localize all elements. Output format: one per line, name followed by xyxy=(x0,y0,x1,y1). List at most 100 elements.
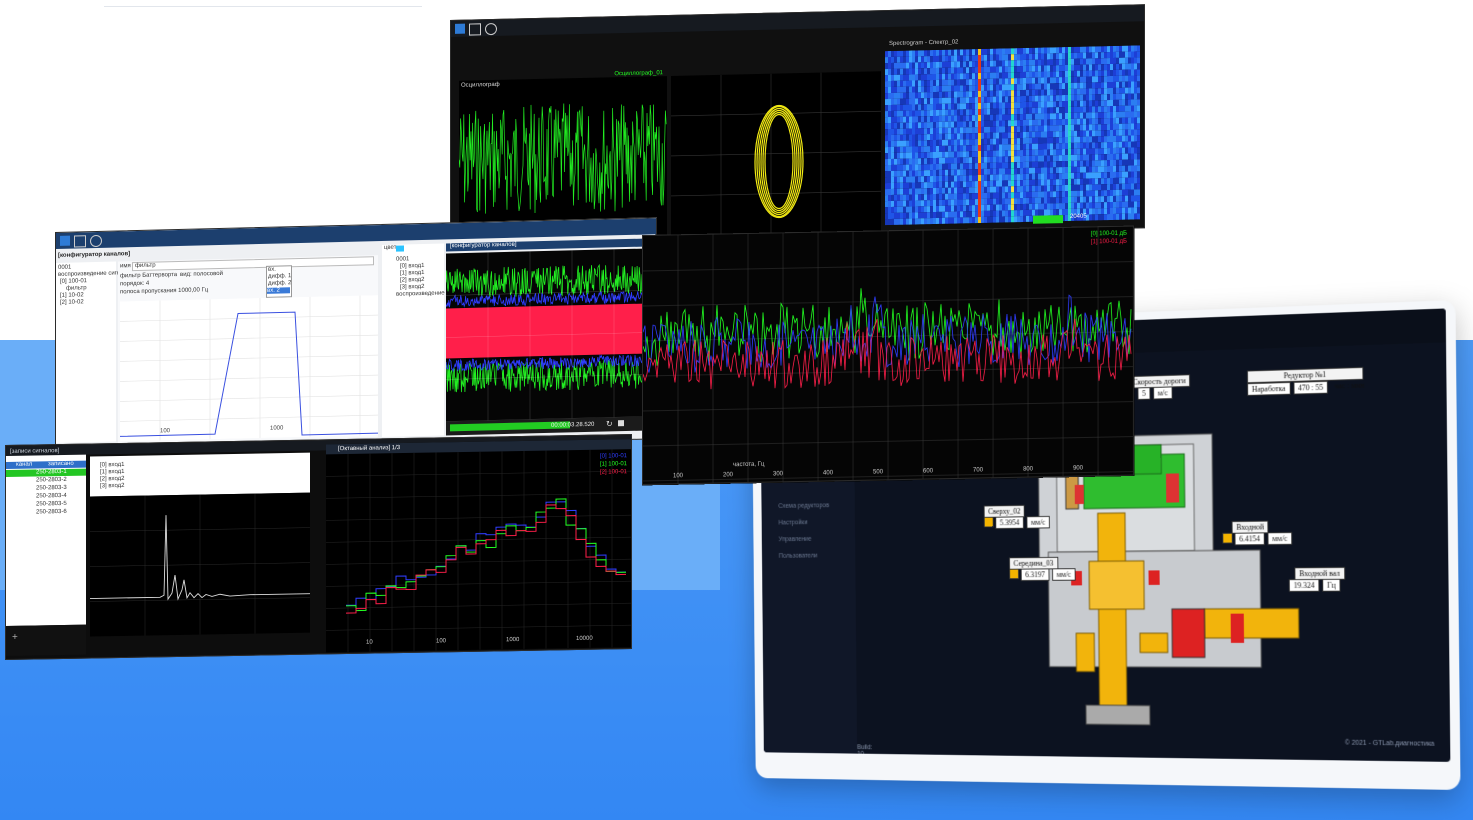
spectrogram-cell xyxy=(960,199,963,205)
dropdown-option[interactable]: вх. xyxy=(268,267,276,273)
tree-item[interactable]: [1] вход1 xyxy=(400,270,425,277)
playback-plot xyxy=(446,248,656,423)
check-item[interactable]: [3] вход2 xyxy=(100,483,125,489)
dropdown-option-selected[interactable]: вх. 2 xyxy=(267,287,290,294)
app-icon[interactable] xyxy=(455,24,465,34)
settings-icon[interactable] xyxy=(90,235,102,247)
spectrogram-cell xyxy=(1014,132,1017,138)
spectrogram-cell xyxy=(900,195,903,201)
spectrogram-cell xyxy=(915,206,918,212)
spectrogram-cell xyxy=(1116,166,1119,172)
tree-item[interactable]: [2] вход2 xyxy=(400,277,425,284)
check-item[interactable]: [1] вход1 xyxy=(100,469,125,475)
input-dropdown[interactable]: вх. дифф. 1 дифф. 2 вх. 2 xyxy=(266,265,292,298)
spectrogram-cell xyxy=(948,74,951,80)
spectrogram-cell xyxy=(1098,172,1101,178)
spectrogram-cell xyxy=(1137,87,1140,93)
spectrogram-cell xyxy=(942,164,945,170)
spectrogram-cell xyxy=(906,219,909,225)
spectrogram-cell xyxy=(1131,189,1134,195)
spectrogram-cell xyxy=(1068,59,1071,65)
spectrogram-cell xyxy=(900,57,903,63)
spectrogram-cell xyxy=(1131,81,1134,87)
spectrogram-cell xyxy=(924,110,927,116)
tree-item[interactable]: [2] 10-02 xyxy=(60,299,84,306)
spectrogram-cell xyxy=(1014,216,1017,222)
frequency-field[interactable]: полоса пропускания 1000,00 Гц xyxy=(120,287,208,295)
spectrogram-cell xyxy=(1059,155,1062,161)
save-icon[interactable] xyxy=(469,23,481,35)
order-field[interactable]: порядок: 4 xyxy=(120,281,149,288)
spectrogram-cell xyxy=(906,69,909,75)
tree-item[interactable]: 0001 xyxy=(396,256,409,262)
spectrogram-cell xyxy=(1029,162,1032,168)
spectrogram-cell xyxy=(1086,190,1089,196)
add-icon[interactable]: + xyxy=(12,632,18,643)
spectrogram-cell xyxy=(951,182,954,188)
save-icon[interactable] xyxy=(74,235,86,247)
spectrogram-cell xyxy=(1074,185,1077,191)
spectrogram-cell xyxy=(960,193,963,199)
list-item[interactable]: 250-2803-6 xyxy=(36,509,67,516)
spectrogram-cell xyxy=(927,194,930,200)
dropdown-option[interactable]: дифф. 2 xyxy=(268,280,291,287)
spectrogram-cell xyxy=(1047,53,1050,59)
spectrogram-cell xyxy=(963,145,966,151)
configurator-tab[interactable]: [конфигуратор каналов] xyxy=(58,251,130,259)
spectrogram-cell xyxy=(1125,178,1128,184)
sidebar-item-control[interactable]: Управление xyxy=(779,536,812,543)
spectrogram-cell xyxy=(1041,144,1044,150)
spectrogram-cell xyxy=(996,61,999,67)
color-swatch[interactable] xyxy=(396,245,404,251)
settings-icon[interactable] xyxy=(485,23,497,35)
dropdown-option[interactable]: дифф. 1 xyxy=(268,273,291,280)
spectrogram-cell xyxy=(888,87,891,93)
loop-icon[interactable]: ↻ xyxy=(606,419,613,428)
spectrogram-cell xyxy=(1008,96,1011,102)
spectrogram-cell xyxy=(987,97,990,103)
list-row-selected[interactable]: 250-2803-1 xyxy=(6,469,86,477)
spectrogram-cell xyxy=(999,54,1002,60)
tree-item[interactable]: [0] вход1 xyxy=(400,263,425,270)
filter-kind-select[interactable]: вид: полосовой xyxy=(180,271,223,278)
tree-item[interactable]: 0001 xyxy=(58,265,71,271)
list-item[interactable]: 250-2803-4 xyxy=(36,493,67,500)
list-item[interactable]: 250-2803-5 xyxy=(36,501,67,508)
list-item[interactable]: 250-2803-3 xyxy=(36,485,67,492)
spectrogram-cell xyxy=(1020,150,1023,156)
spectrogram-cell xyxy=(915,62,918,68)
spectrogram-cell xyxy=(1068,83,1071,89)
tree-item[interactable]: фильтр xyxy=(66,285,87,292)
app-icon[interactable] xyxy=(60,236,70,246)
list-item[interactable]: 250-2803-2 xyxy=(36,477,67,484)
sidebar-item-users[interactable]: Пользователи xyxy=(779,553,818,560)
spectrogram-cell xyxy=(1086,46,1089,52)
spectrogram-cell xyxy=(966,79,969,85)
tree-item[interactable]: [1] 10-02 xyxy=(60,292,84,299)
spectrogram-cell xyxy=(1107,106,1110,112)
spectrogram-cell xyxy=(1107,100,1110,106)
spectrogram-cell xyxy=(957,79,960,85)
spectrogram-cell xyxy=(1086,172,1089,178)
spectrogram-cell xyxy=(1137,195,1140,201)
spectrogram-cell xyxy=(1047,107,1050,113)
spectrogram-cell xyxy=(1122,196,1125,202)
spectrogram-cell xyxy=(975,187,978,193)
spectrogram-cell xyxy=(1116,160,1119,166)
tree-item[interactable]: [3] вход2 xyxy=(400,284,425,291)
spectrogram-cell xyxy=(1062,59,1065,65)
stop-icon[interactable] xyxy=(618,420,624,426)
spectrogram-cell xyxy=(924,206,927,212)
spectrogram-cell xyxy=(1011,132,1014,138)
check-item[interactable]: [2] вход2 xyxy=(100,476,125,482)
sensor-unit: мм/с xyxy=(1026,516,1049,529)
spectrogram-cell xyxy=(1104,160,1107,166)
sidebar-item-schemes[interactable]: Схема редукторов xyxy=(778,502,829,509)
filter-editor: имя фильтр фильтр Баттерворта вид: полос… xyxy=(118,255,378,443)
filter-type-select[interactable]: фильтр Баттерворта xyxy=(120,272,177,279)
check-item[interactable]: [0] вход1 xyxy=(100,462,125,468)
name-input[interactable]: фильтр xyxy=(132,256,374,271)
sidebar-item-settings[interactable]: Настройки xyxy=(778,519,807,526)
tree-item[interactable]: [0] 100-01 xyxy=(60,278,87,285)
spectrogram-cell xyxy=(1125,154,1128,160)
